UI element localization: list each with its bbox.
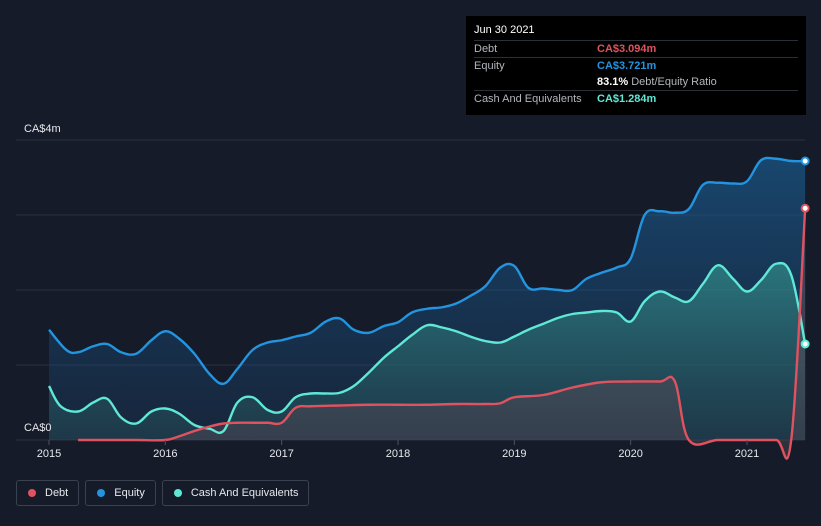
end-marker-cash [800,339,810,349]
y-tick-label-bottom: CA$0 [24,422,52,434]
legend-dot-cash-icon [173,489,182,497]
tooltip-row-ratio: 83.1% Debt/Equity Ratio [474,74,798,90]
tooltip-debt-value: CA$3.094m [597,43,657,55]
end-markers [800,156,810,349]
end-marker-debt [800,203,810,213]
tooltip-cash-label: Cash And Equivalents [474,93,582,105]
x-tick-label-2018: 2018 [386,448,410,460]
x-tick-label-2020: 2020 [618,448,642,460]
data-tooltip: Jun 30 2021 Debt CA$3.094m Equity CA$3.7… [466,16,806,115]
x-tick-label-2017: 2017 [269,448,293,460]
legend-label-cash: Cash And Equivalents [190,487,299,499]
tooltip-row-cash: Cash And Equivalents CA$1.284m [474,90,798,107]
x-tick-label-2021: 2021 [735,448,759,460]
tooltip-equity-value: CA$3.721m [597,60,657,72]
legend-item-cash[interactable]: Cash And Equivalents [161,480,310,506]
tooltip-date: Jun 30 2021 [474,24,535,36]
tooltip-ratio-value: 83.1% [597,76,629,88]
x-axis: 2015 2016 2017 2018 2019 2020 2021 [37,440,759,460]
legend-label-equity: Equity [114,487,145,499]
tooltip-ratio-label: Debt/Equity Ratio [631,76,717,88]
x-tick-label-2019: 2019 [502,448,526,460]
y-tick-label-top: CA$4m [24,123,61,135]
line-debt [78,208,807,460]
tooltip-debt-label: Debt [474,43,498,55]
legend-dot-debt-icon [28,489,36,497]
tooltip-cash-value: CA$1.284m [597,93,657,105]
legend-item-debt[interactable]: Debt [16,480,80,506]
legend-item-equity[interactable]: Equity [85,480,156,506]
chart-legend: Debt Equity Cash And Equivalents [16,480,310,506]
legend-label-debt: Debt [45,487,69,499]
area-debt [78,208,806,459]
end-marker-equity [800,156,810,166]
line-cash [47,261,807,434]
tooltip-equity-label: Equity [474,60,505,72]
series-lines [47,156,807,460]
tooltip-row-equity: Equity CA$3.721m [474,57,798,74]
legend-dot-equity-icon [97,489,106,497]
tooltip-row-debt: Debt CA$3.094m [474,40,798,57]
line-equity [48,156,806,386]
x-tick-label-2015: 2015 [37,448,61,460]
x-tick-label-2016: 2016 [153,448,177,460]
